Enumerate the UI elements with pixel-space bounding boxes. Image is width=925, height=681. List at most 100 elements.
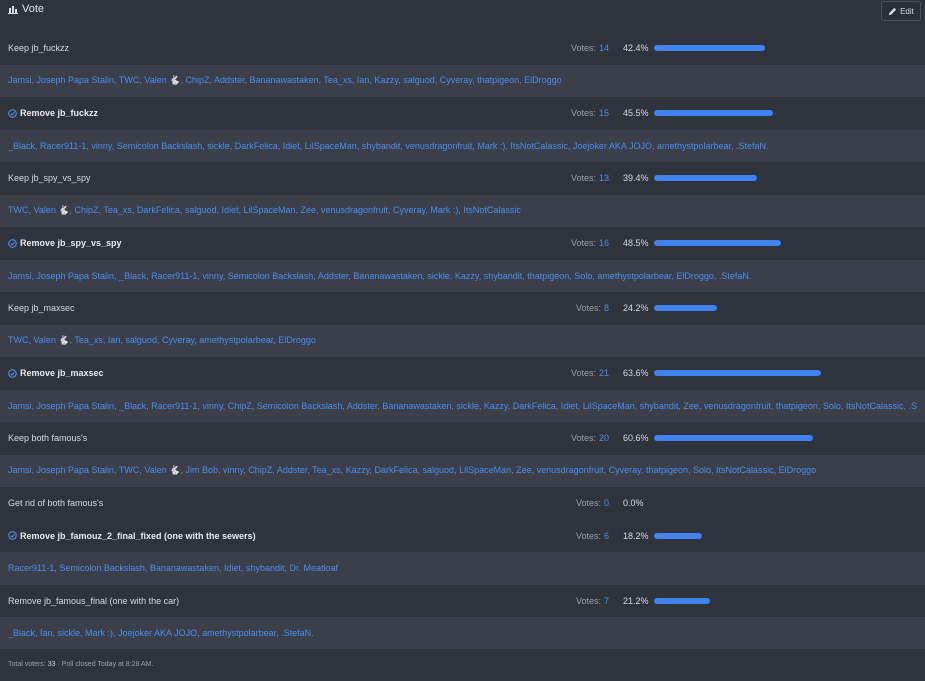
- edit-button[interactable]: Edit: [881, 1, 921, 21]
- votes-number[interactable]: 14: [598, 43, 609, 54]
- poll-closed-text: · Poll closed Today at 8:28 AM.: [57, 661, 154, 668]
- votes-number[interactable]: 13: [598, 173, 609, 184]
- vote-bar: [654, 305, 916, 311]
- vote-percent: 48.5%: [623, 238, 649, 249]
- option-label: Remove jb_maxsec: [8, 357, 104, 390]
- vote-count: Votes: 7: [576, 585, 609, 618]
- vote-bar-fill: [654, 110, 774, 116]
- poll-header: Vote Edit: [0, 0, 925, 33]
- option-label: Remove jb_fuckzz: [8, 97, 98, 130]
- votes-number[interactable]: 15: [598, 108, 609, 119]
- vote-percent: 18.2%: [623, 530, 649, 541]
- poll-option-row[interactable]: Get rid of both famous's Votes: 0 0.0%: [0, 487, 925, 520]
- vote-count: Votes: 21: [571, 357, 609, 390]
- votes-number[interactable]: 7: [603, 595, 609, 606]
- vote-count: Votes: 14: [571, 32, 609, 65]
- vote-bar-fill: [654, 597, 710, 604]
- option-label-text: Remove jb_maxsec: [20, 368, 104, 379]
- votes-number[interactable]: 8: [603, 303, 609, 314]
- option-label-text: Remove jb_fuckzz: [20, 108, 99, 119]
- option-label: Remove jb_spy_vs_spy: [8, 227, 122, 260]
- voter-list-row: Jamsi, Joseph Papa Stalin, _Black, Racer…: [0, 259, 925, 292]
- check-circle-icon: [8, 108, 17, 118]
- poll-option-row[interactable]: Remove jb_famous_final (one with the car…: [0, 584, 925, 618]
- option-label: Get rid of both famous's: [8, 487, 103, 520]
- voter-list[interactable]: _Black, Racer911-1, vinny, Semicolon Bac…: [8, 140, 769, 151]
- option-label: Keep jb_maxsec: [8, 292, 75, 325]
- vote-count: Votes: 16: [571, 227, 609, 260]
- vote-percent: 39.4%: [623, 173, 649, 184]
- option-label-text: Keep jb_fuckzz: [8, 43, 70, 54]
- votes-label: Votes:: [570, 368, 596, 379]
- votes-label: Votes:: [570, 173, 596, 184]
- option-label-text: Keep both famous's: [8, 433, 88, 444]
- vote-bar-fill: [654, 532, 702, 539]
- poll-option-row[interactable]: Keep jb_fuckzz Votes: 14 42.4%: [0, 32, 925, 65]
- poll-options: Keep jb_fuckzz Votes: 14 42.4% Jamsi, Joseph…: [0, 32, 925, 650]
- vote-percent: 60.6%: [623, 433, 649, 444]
- vote-bar: [654, 597, 916, 604]
- vote-count: Votes: 0: [576, 487, 609, 520]
- votes-label: Votes:: [575, 530, 601, 541]
- vote-percent: 0.0%: [623, 498, 644, 509]
- poll-option-row[interactable]: Keep both famous's Votes: 20 60.6%: [0, 422, 925, 455]
- voter-list-row: _Black, Racer911-1, vinny, Semicolon Bac…: [0, 129, 925, 162]
- vote-bar-fill: [654, 305, 718, 311]
- votes-label: Votes:: [570, 433, 596, 444]
- voter-list-row: _Black, Ian, sickle, Mark :), Joejoker A…: [0, 617, 925, 650]
- voter-list-row: Jamsi, Joseph Papa Stalin, TWC, Valen 🐇,…: [0, 64, 925, 97]
- votes-label: Votes:: [570, 238, 596, 249]
- vote-bar-fill: [654, 435, 813, 441]
- votes-label: Votes:: [575, 498, 601, 509]
- votes-label: Votes:: [575, 595, 601, 606]
- votes-number[interactable]: 21: [598, 368, 609, 379]
- votes-number[interactable]: 6: [603, 530, 609, 541]
- vote-percent: 63.6%: [623, 368, 649, 379]
- total-voters-count: 33: [47, 661, 56, 668]
- voter-list-row: TWC, Valen 🐇, ChipZ, Tea_xs, DarkFelica,…: [0, 194, 925, 227]
- vote-bar-fill: [654, 45, 766, 51]
- poll-option-row[interactable]: Keep jb_maxsec Votes: 8 24.2%: [0, 292, 925, 325]
- voter-list[interactable]: Jamsi, Joseph Papa Stalin, _Black, Racer…: [8, 270, 752, 281]
- voter-list[interactable]: Jamsi, Joseph Papa Stalin, TWC, Valen 🐇,…: [8, 465, 817, 476]
- voter-list[interactable]: Jamsi, Joseph Papa Stalin, _Black, Racer…: [8, 400, 917, 411]
- option-label-text: Remove jb_famouz_2_final_fixed (one with…: [20, 530, 256, 541]
- total-voters-label: Total voters:: [8, 661, 46, 668]
- vote-percent: 42.4%: [623, 43, 649, 54]
- poll-option-row[interactable]: Keep jb_spy_vs_spy Votes: 13 39.4%: [0, 162, 925, 195]
- poll-option-row[interactable]: Remove jb_spy_vs_spy Votes: 16 48.5%: [0, 227, 925, 260]
- votes-label: Votes:: [575, 303, 601, 314]
- voter-list[interactable]: TWC, Valen 🐇, ChipZ, Tea_xs, DarkFelica,…: [8, 205, 521, 216]
- votes-number[interactable]: 16: [598, 238, 609, 249]
- poll-option-row[interactable]: Remove jb_maxsec Votes: 21 63.6%: [0, 357, 925, 390]
- vote-count: Votes: 6: [576, 520, 609, 553]
- poll-footer: Total voters: 33 · Poll closed Today at …: [0, 648, 925, 681]
- voter-list[interactable]: TWC, Valen 🐇, Tea_xs, Ian, salguod, Cyve…: [8, 335, 316, 346]
- edit-label: Edit: [900, 6, 914, 16]
- voter-list-row: Jamsi, Joseph Papa Stalin, _Black, Racer…: [0, 389, 925, 422]
- option-label-text: Remove jb_spy_vs_spy: [20, 238, 122, 249]
- voter-list[interactable]: Racer911-1, Semicolon Backslash, Bananaw…: [8, 563, 339, 574]
- poll-option-row[interactable]: Remove jb_fuckzz Votes: 15 45.5%: [0, 97, 925, 130]
- vote-count: Votes: 15: [571, 97, 609, 130]
- option-label-text: Get rid of both famous's: [8, 498, 104, 509]
- vote-bar: [654, 45, 916, 51]
- votes-number[interactable]: 20: [598, 433, 609, 444]
- poll-option-row[interactable]: Remove jb_famouz_2_final_fixed (one with…: [0, 519, 925, 553]
- check-circle-icon: [8, 368, 17, 378]
- vote-bar: [654, 110, 916, 116]
- pencil-icon: [888, 7, 897, 15]
- voter-list[interactable]: _Black, Ian, sickle, Mark :), Joejoker A…: [8, 628, 314, 639]
- vote-bar-fill: [654, 240, 782, 246]
- option-label: Remove jb_famous_final (one with the car…: [8, 585, 179, 618]
- vote-percent: 21.2%: [623, 595, 649, 606]
- option-label-text: Remove jb_famous_final (one with the car…: [8, 595, 180, 606]
- votes-number[interactable]: 0: [603, 498, 609, 509]
- vote-percent: 45.5%: [623, 108, 649, 119]
- voter-list-row: TWC, Valen 🐇, Tea_xs, Ian, salguod, Cyve…: [0, 324, 925, 357]
- vote-bar-fill: [654, 175, 758, 181]
- vote-bar-fill: [654, 370, 821, 376]
- check-circle-icon: [8, 531, 17, 541]
- voter-list[interactable]: Jamsi, Joseph Papa Stalin, TWC, Valen 🐇,…: [8, 75, 562, 86]
- poll-title: Vote: [8, 3, 44, 15]
